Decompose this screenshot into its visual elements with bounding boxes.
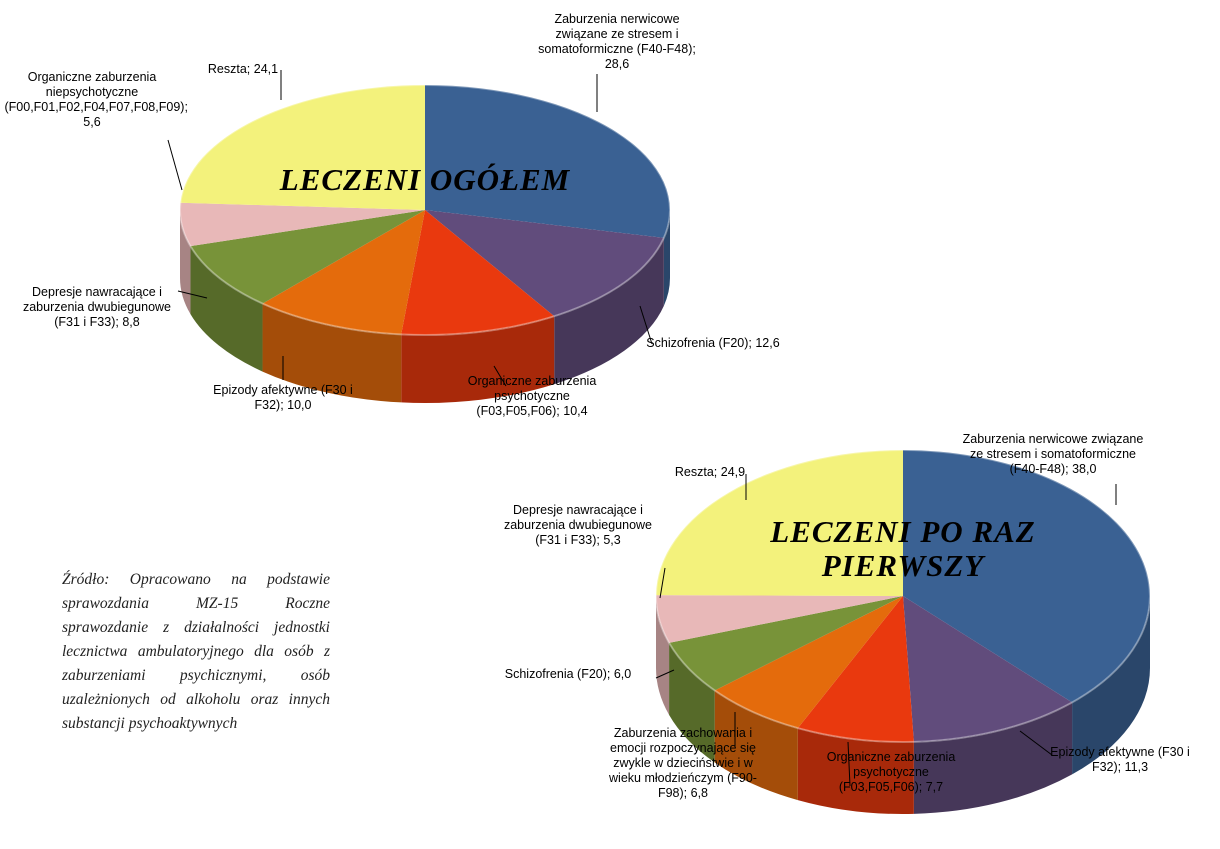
data-label: Schizofrenia (F20); 6,0 bbox=[478, 667, 658, 682]
label-separator: ; bbox=[683, 786, 691, 800]
pie-slice bbox=[425, 210, 664, 317]
chart-title: LECZENI OGÓŁEM bbox=[279, 162, 571, 197]
data-label: Organiczne zaburzenia niepsychotyczne (F… bbox=[5, 70, 188, 130]
label-separator: ; bbox=[713, 465, 721, 479]
value-label: 6,0 bbox=[613, 667, 632, 681]
label-separator: ; bbox=[918, 780, 926, 794]
data-label: Reszta; 24,1 bbox=[183, 62, 303, 77]
category-name: Depresje nawracające i zaburzenia dwubie… bbox=[22, 285, 172, 329]
label-separator: ; bbox=[748, 336, 756, 350]
pie-side bbox=[663, 210, 670, 306]
source-note: Źródło: Opracowano na podstawie sprawozd… bbox=[62, 571, 330, 732]
pie-slice bbox=[180, 85, 425, 210]
category-name: Reszta bbox=[207, 62, 247, 76]
leader-line bbox=[493, 365, 507, 387]
pie-slice bbox=[656, 595, 903, 643]
leader-line bbox=[847, 741, 851, 787]
category-name: Reszta bbox=[674, 465, 714, 479]
data-label: Organiczne zaburzenia psychotyczne (F03,… bbox=[457, 374, 607, 419]
value-label: 7,7 bbox=[925, 780, 944, 794]
value-label: 38,0 bbox=[1072, 462, 1097, 476]
pie-slice bbox=[903, 450, 1151, 703]
data-label: Depresje nawracające i zaburzenia dwubie… bbox=[10, 285, 185, 330]
data-label: Depresje nawracające i zaburzenia dwubie… bbox=[491, 503, 666, 548]
data-label: Organiczne zaburzenia psychotyczne (F03,… bbox=[816, 750, 966, 795]
leader-line bbox=[167, 139, 183, 191]
value-label: 8,8 bbox=[122, 315, 140, 329]
data-label: Reszta; 24,9 bbox=[645, 465, 775, 480]
pie-side bbox=[190, 246, 263, 372]
data-label: Epizody afektywne (F30 i F32); 11,3 bbox=[1045, 745, 1195, 775]
pie-slice bbox=[262, 210, 425, 335]
pie-side bbox=[401, 316, 555, 404]
pie-side bbox=[1072, 596, 1150, 775]
pie-side bbox=[797, 728, 914, 814]
label-separator: ; bbox=[184, 100, 188, 114]
chart-title: LECZENI PO RAZ PIERWSZY bbox=[770, 514, 1036, 583]
pie-side bbox=[262, 303, 402, 403]
data-label: Schizofrenia (F20); 12,6 bbox=[643, 336, 783, 351]
category-name: Zaburzenia nerwicowe związane ze stresem… bbox=[962, 432, 1144, 476]
label-separator: ; bbox=[115, 315, 123, 329]
leader-line bbox=[659, 567, 666, 599]
pie-slice bbox=[714, 596, 903, 729]
category-name: Epizody afektywne (F30 i F32) bbox=[213, 383, 353, 412]
label-separator: ; bbox=[246, 62, 254, 76]
label-separator: ; bbox=[280, 398, 288, 412]
value-label: 10,0 bbox=[287, 398, 312, 412]
label-separator: ; bbox=[1117, 760, 1125, 774]
leader-line bbox=[655, 669, 675, 679]
pie-side bbox=[180, 210, 191, 315]
pie-side bbox=[656, 596, 670, 715]
leader-line bbox=[639, 305, 653, 345]
pie-highlight bbox=[179, 84, 671, 336]
label-separator: ; bbox=[556, 404, 564, 418]
value-label: 12,6 bbox=[755, 336, 780, 350]
leader-line bbox=[177, 290, 208, 299]
category-name: Organiczne zaburzenia psychotyczne (F03,… bbox=[467, 374, 597, 418]
pie-slice bbox=[797, 596, 914, 742]
leader-line bbox=[1019, 730, 1053, 756]
pie-slice bbox=[179, 202, 425, 247]
pie-slice bbox=[425, 85, 670, 238]
label-separator: ; bbox=[1065, 462, 1073, 476]
category-name: Schizofrenia (F20) bbox=[646, 336, 749, 350]
category-name: Organiczne zaburzenia psychotyczne (F03,… bbox=[826, 750, 956, 794]
pie-slice bbox=[903, 596, 1073, 742]
value-label: 6,8 bbox=[690, 786, 709, 800]
data-label: Zaburzenia zachowania i emocji rozpoczyn… bbox=[608, 726, 758, 801]
category-name: Schizofrenia (F20) bbox=[504, 667, 607, 681]
value-label: 11,3 bbox=[1124, 760, 1149, 774]
value-label: 24,9 bbox=[720, 465, 746, 479]
category-name: Zaburzenia zachowania i emocji rozpoczyn… bbox=[609, 726, 757, 800]
label-separator: ; bbox=[606, 667, 614, 681]
pie-slice bbox=[669, 596, 903, 691]
value-label: 5,3 bbox=[603, 533, 621, 547]
data-label: Zaburzenia nerwicowe związane ze stresem… bbox=[958, 432, 1148, 477]
value-label: 24,1 bbox=[253, 62, 279, 76]
category-name: Depresje nawracające i zaburzenia dwubie… bbox=[503, 503, 653, 547]
pie-slice bbox=[190, 210, 425, 304]
category-name: Zaburzenia nerwicowe związane ze stresem… bbox=[538, 12, 693, 56]
pie-side bbox=[669, 642, 715, 763]
value-label: 28,6 bbox=[604, 57, 630, 71]
category-name: Epizody afektywne (F30 i F32) bbox=[1050, 745, 1190, 774]
category-name: Organiczne zaburzenia niepsychotyczne (F… bbox=[4, 70, 185, 114]
label-separator: ; bbox=[596, 533, 604, 547]
pie-slice bbox=[401, 210, 555, 335]
pie-slice bbox=[656, 450, 903, 596]
pie-side bbox=[913, 702, 1073, 814]
data-label: Zaburzenia nerwicowe związane ze stresem… bbox=[530, 12, 705, 72]
value-label: 5,6 bbox=[83, 115, 101, 129]
value-label: 10,4 bbox=[563, 404, 588, 418]
pie-highlight bbox=[655, 449, 1151, 743]
pie-side bbox=[554, 237, 664, 385]
data-label: Epizody afektywne (F30 i F32); 10,0 bbox=[203, 383, 363, 413]
label-separator: ; bbox=[692, 42, 696, 56]
